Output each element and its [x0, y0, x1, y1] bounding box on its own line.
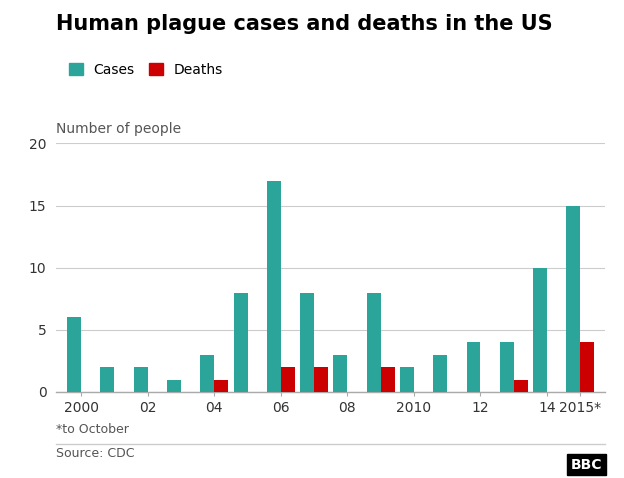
- Bar: [200, 355, 214, 392]
- Text: Source: CDC: Source: CDC: [56, 447, 135, 460]
- Bar: [533, 268, 547, 392]
- Bar: [567, 206, 580, 392]
- Bar: [134, 367, 148, 392]
- Legend: Cases, Deaths: Cases, Deaths: [63, 57, 228, 82]
- Bar: [381, 367, 394, 392]
- Bar: [580, 342, 594, 392]
- Bar: [167, 380, 181, 392]
- Bar: [281, 367, 295, 392]
- Text: Human plague cases and deaths in the US: Human plague cases and deaths in the US: [56, 14, 553, 34]
- Bar: [514, 380, 528, 392]
- Bar: [367, 293, 381, 392]
- Bar: [333, 355, 348, 392]
- Text: Number of people: Number of people: [56, 122, 182, 136]
- Bar: [100, 367, 114, 392]
- Bar: [400, 367, 414, 392]
- Bar: [267, 181, 281, 392]
- Text: *to October: *to October: [56, 423, 129, 436]
- Bar: [233, 293, 248, 392]
- Bar: [467, 342, 480, 392]
- Bar: [433, 355, 447, 392]
- Bar: [300, 293, 314, 392]
- Bar: [314, 367, 328, 392]
- Bar: [67, 317, 81, 392]
- Bar: [500, 342, 514, 392]
- Bar: [214, 380, 228, 392]
- Text: BBC: BBC: [571, 457, 602, 472]
